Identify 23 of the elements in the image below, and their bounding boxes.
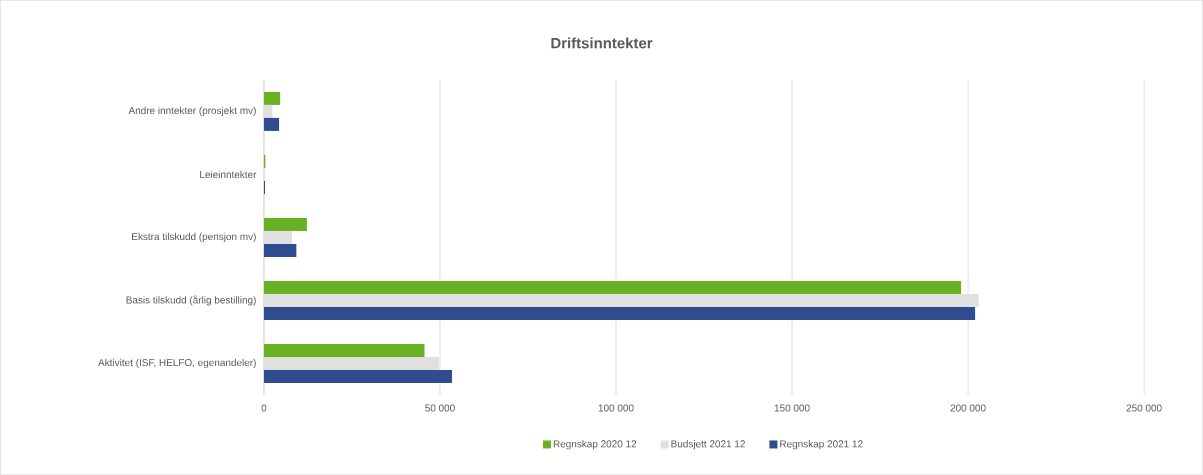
x-tick-label: 250 000 [1126, 404, 1162, 412]
bar [263, 344, 425, 358]
bar [263, 91, 281, 105]
bar [263, 117, 280, 131]
bar [263, 370, 452, 384]
bar [263, 217, 307, 231]
y-tick-label: Ekstra tilskudd (pensjon mv) [132, 232, 256, 243]
bar [263, 243, 297, 257]
x-tick-label: 50 000 [425, 404, 455, 412]
x-tick-label: 150 000 [774, 404, 810, 412]
chart-title: Driftsinntekter [551, 37, 653, 49]
y-tick-label: Andre inntekter (prosjekt mv) [128, 106, 256, 117]
legend-label: Regnskap 2021 12 [780, 440, 863, 450]
y-tick-label: Leieinntekter [200, 170, 257, 179]
y-tick-label: Aktivitet (ISF, HELFO, egenandeler) [98, 358, 256, 369]
bar [263, 280, 962, 294]
bar [263, 307, 976, 320]
y-tick-label: Basis tilskudd (årlig bestilling) [126, 295, 256, 306]
x-tick-label: 200 000 [950, 404, 986, 412]
x-tick-label: 100 000 [598, 404, 634, 412]
legend-label: Budsjett 2021 12 [671, 440, 745, 450]
legend-label: Regnskap 2020 12 [553, 440, 637, 450]
x-tick-label: 0 [261, 404, 267, 412]
